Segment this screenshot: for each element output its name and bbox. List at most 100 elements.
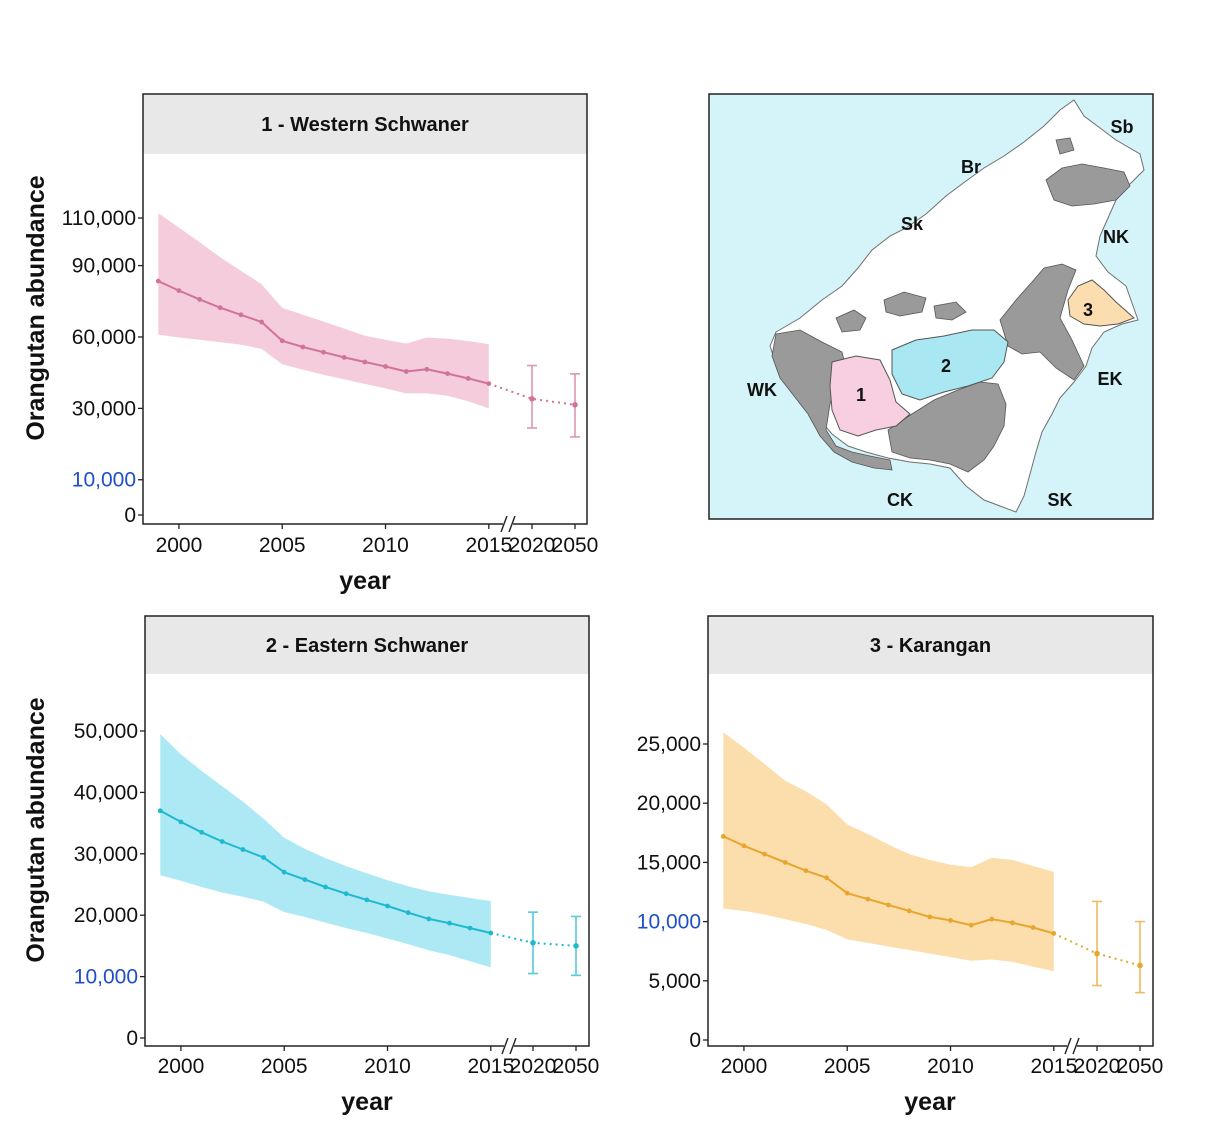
x-tick-label: 2005: [261, 1055, 308, 1078]
projection-point-2050: [573, 943, 579, 949]
region-label-br: Br: [961, 157, 981, 177]
x-tick-label: 2000: [158, 1055, 205, 1078]
projection-point-2020: [530, 940, 536, 946]
y-axis-title-top: Orangutan abundance: [22, 175, 50, 440]
x-tick-label: 2015: [1030, 1055, 1077, 1078]
data-point-2000: [741, 843, 747, 849]
region-label-ek: EK: [1097, 369, 1122, 389]
data-point-2006: [300, 344, 306, 350]
data-point-2002: [782, 860, 788, 865]
data-point-2009: [927, 914, 933, 920]
y-tick-label: 0: [126, 1027, 138, 1050]
y-tick-label: 10,000: [637, 911, 701, 934]
y-tick-label: 60,000: [72, 326, 136, 349]
data-point-2000: [176, 288, 182, 293]
axis-break-slash: [500, 515, 508, 533]
y-tick-label: 25,000: [637, 733, 701, 756]
data-point-2010: [948, 918, 953, 923]
data-point-2005: [279, 338, 285, 344]
axis-break-slash: [501, 1037, 509, 1055]
data-point-1999: [157, 808, 163, 814]
data-point-2012: [989, 916, 995, 922]
panel-title: 1 - Western Schwaner: [261, 114, 469, 136]
projection-point-2020: [529, 396, 535, 402]
axis-break-slash: [508, 515, 516, 533]
x-tick-label: 2005: [259, 534, 306, 557]
y-tick-label: 10,000: [74, 966, 138, 989]
x-tick-label-projection: 2050: [553, 1055, 600, 1078]
x-axis-title: year: [339, 567, 391, 595]
y-tick-label: 10,000: [72, 469, 136, 492]
panel-western-schwaner: 1 - Western Schwaner 0 10,000 30,000 60,000 9…: [62, 93, 598, 595]
axis-break-gap: [503, 521, 513, 527]
x-tick-label: 2000: [721, 1055, 768, 1078]
data-point-2007: [886, 902, 891, 908]
data-point-2001: [762, 851, 767, 857]
region-label-sb: Sb: [1110, 117, 1133, 137]
y-tick-label: 0: [689, 1029, 701, 1052]
region-label-nk: NK: [1103, 227, 1129, 247]
y-tick-label: 110,000: [62, 207, 136, 230]
data-point-2011: [403, 369, 409, 374]
data-point-2014: [465, 376, 471, 381]
panel-title: 2 - Eastern Schwaner: [266, 635, 469, 657]
projection-point-2020: [1094, 950, 1100, 957]
plot-frame: [707, 615, 1154, 1047]
error-bar-2050: [1135, 920, 1145, 994]
y-tick-label: 20,000: [74, 904, 138, 927]
plot-frame: [142, 93, 588, 525]
data-point-1999: [720, 834, 726, 839]
region-label-sk-south: SK: [1047, 490, 1072, 510]
y-tick-label: 0: [124, 504, 136, 527]
data-point-2012: [424, 366, 430, 372]
y-tick-label: 15,000: [637, 851, 701, 874]
x-tick-label: 2015: [467, 1055, 514, 1078]
error-bar-2020: [1092, 900, 1102, 987]
x-tick-label: 2015: [465, 534, 512, 557]
data-point-2005: [844, 890, 850, 896]
x-tick-label-projection: 2050: [1117, 1055, 1164, 1078]
data-point-2003: [803, 868, 809, 874]
data-point-2014: [467, 925, 473, 931]
y-tick-label: 30,000: [74, 843, 138, 866]
data-point-2004: [259, 319, 264, 325]
y-tick-label: 50,000: [74, 720, 138, 743]
unit-2-region: [891, 329, 1009, 401]
data-point-2010: [383, 364, 388, 369]
axis-break-slash: [1064, 1037, 1072, 1055]
borneo-map: Sb Br Sk NK WK EK CK SK 1 2 3: [708, 93, 1154, 520]
data-point-1999: [155, 278, 161, 284]
other-populations: [771, 137, 1131, 473]
data-point-2008: [343, 891, 349, 897]
x-axis-title: year: [904, 1088, 956, 1116]
unit-3-label: 3: [1083, 300, 1093, 320]
projection-point-2050: [1137, 962, 1143, 969]
x-tick-label: 2010: [364, 1055, 411, 1078]
confidence-band: [158, 213, 489, 409]
data-point-2002: [219, 839, 225, 844]
unit-1-label: 1: [856, 385, 866, 405]
x-axis-title: year: [341, 1088, 393, 1116]
data-point-2009: [364, 897, 370, 903]
unit-3-region: [1067, 279, 1135, 327]
y-tick-label: 40,000: [74, 781, 138, 804]
data-point-2004: [824, 875, 829, 881]
unit-1-region: [829, 355, 911, 437]
panel-title: 3 - Karangan: [870, 635, 991, 657]
data-point-2013: [445, 371, 450, 376]
strip-background: [145, 616, 589, 674]
confidence-band: [160, 734, 491, 968]
x-tick-label: 2000: [156, 534, 203, 557]
data-point-2004: [261, 855, 266, 860]
y-tick-label: 30,000: [72, 397, 136, 420]
x-tick-label-projection: 2020: [510, 1055, 557, 1078]
region-label-sk-north: Sk: [901, 214, 924, 234]
panel-eastern-schwaner: 2 - Eastern Schwaner 0 10,000 20,000 30,000 4…: [74, 615, 600, 1116]
axis-break-gap: [504, 1043, 514, 1049]
axis-break-slash: [509, 1037, 517, 1055]
x-tick-label-projection: 2020: [509, 534, 556, 557]
y-tick-label: 5,000: [648, 970, 701, 993]
x-tick-label: 2005: [824, 1055, 871, 1078]
data-point-2003: [238, 312, 244, 318]
data-point-2008: [906, 908, 912, 914]
